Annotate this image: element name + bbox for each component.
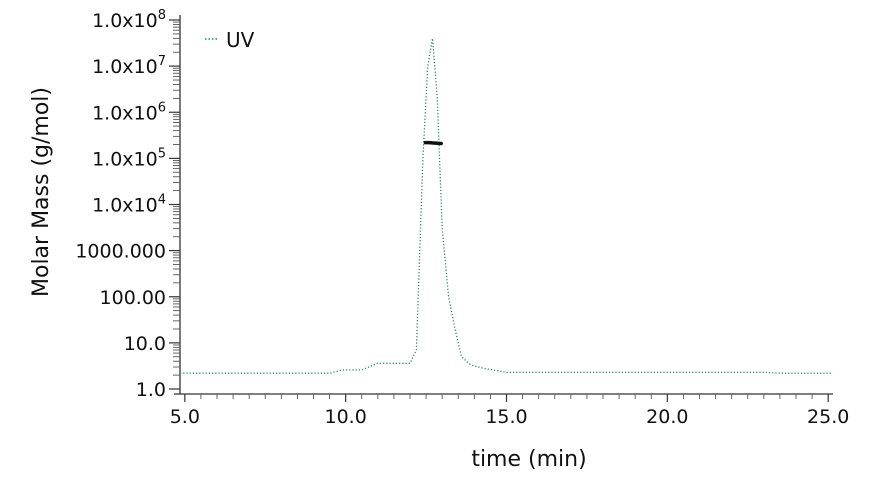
y-tick-label: 1.0x106 — [92, 100, 166, 124]
legend[interactable]: UV — [205, 28, 255, 52]
x-axis: 5.0 10.0 15.0 20.0 25.0 — [170, 393, 849, 428]
y-tick-label: 1.0x104 — [92, 193, 166, 217]
x-axis-title: time (min) — [471, 447, 586, 472]
x-tick-label: 10.0 — [325, 406, 367, 428]
y-axis-title: Molar Mass (g/mol) — [29, 87, 54, 297]
series-layer — [180, 38, 833, 374]
y-tick-label: 1.0x108 — [92, 8, 166, 32]
series-line-molar-mass — [423, 140, 443, 146]
y-tick-label: 10.0 — [124, 333, 166, 355]
y-axis: 1.0 10.0 100.00 1000.000 1.0x104 1.0x105 1.0x1… — [75, 8, 181, 401]
x-tick-label: 5.0 — [170, 406, 200, 428]
series-line-uv — [180, 38, 833, 374]
y-tick-label: 1.0x107 — [92, 54, 166, 78]
x-tick-label: 25.0 — [807, 406, 849, 428]
y-tick-label: 1.0 — [136, 379, 166, 401]
y-tick-label: 1.0x105 — [92, 146, 166, 170]
y-tick-label: 1000.000 — [75, 241, 166, 263]
x-tick-label: 15.0 — [485, 406, 527, 428]
legend-label-uv: UV — [226, 28, 255, 52]
y-tick-label: 100.00 — [100, 287, 166, 309]
x-tick-label: 20.0 — [646, 406, 688, 428]
